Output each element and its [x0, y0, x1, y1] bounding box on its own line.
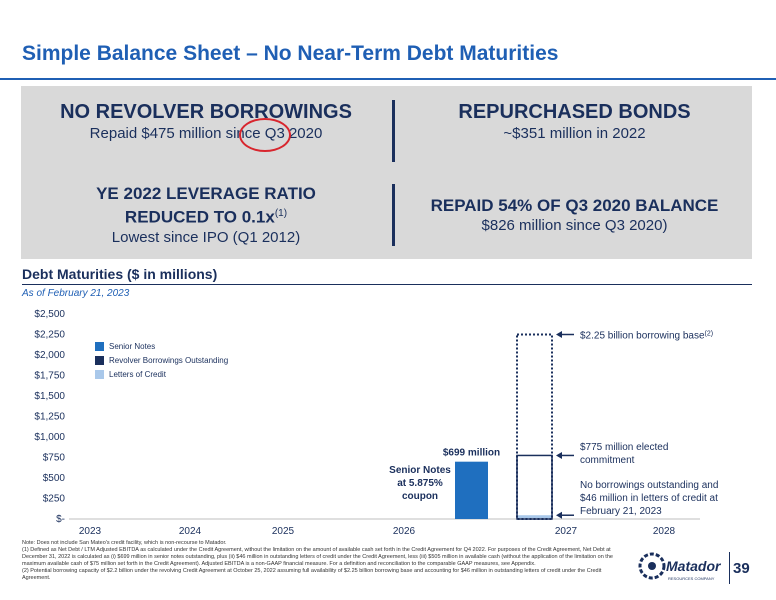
highlight-heading-line1: YE 2022 LEVERAGE RATIO	[96, 184, 316, 203]
bar-elected-commitment	[516, 454, 553, 520]
senior-notes-label: at 5.875%	[397, 478, 443, 489]
legend-item: Letters of Credit	[95, 367, 228, 381]
highlight-leverage: YE 2022 LEVERAGE RATIO REDUCED TO 0.1x(1…	[21, 184, 391, 247]
y-tick-label: $2,250	[34, 330, 65, 341]
footnote-1: (1) Defined as Net Debt / LTM Adjusted E…	[22, 547, 613, 567]
x-tick-label: 2028	[653, 526, 676, 537]
highlight-sub: ~$351 million in 2022	[503, 125, 646, 142]
page-number: 39	[733, 560, 750, 577]
elected-commitment-label: $775 million elected	[580, 442, 668, 453]
borrowing-base-label: $2.25 billion borrowing base(2)	[580, 331, 713, 342]
chart-heading-divider	[22, 284, 752, 285]
legend-swatch	[95, 369, 104, 379]
footnote-note: Note: Does not include San Mateo's credi…	[22, 540, 227, 546]
senior-notes-label: coupon	[402, 491, 438, 502]
arrow-loc-head	[556, 511, 562, 519]
x-tick-label: 2025	[272, 526, 295, 537]
panel-divider-bottom	[392, 184, 395, 246]
legend-swatch	[95, 341, 104, 351]
legend-swatch	[95, 355, 104, 365]
highlights-panel: NO REVOLVER BORROWINGS Repaid $475 milli…	[21, 86, 752, 259]
highlight-repaid: REPAID 54% OF Q3 2020 BALANCE $826 milli…	[397, 196, 752, 235]
senior-notes-label: Senior Notes	[389, 465, 451, 476]
letters-of-credit-label: February 21, 2023	[580, 506, 662, 517]
chart-heading: Debt Maturities ($ in millions)	[22, 266, 218, 282]
highlight-heading: REPAID 54% OF Q3 2020 BALANCE	[430, 196, 719, 215]
panel-divider-top	[392, 100, 395, 162]
chart-subheading: As of February 21, 2023	[22, 288, 130, 299]
bar-letters-of-credit	[518, 515, 551, 518]
y-tick-label: $2,000	[34, 350, 65, 361]
bar-senior-notes	[455, 461, 488, 519]
debt-maturities-chart: $- $250 $500 $750 $1,000 $1,250 $1,500 $1,750 $2…	[34, 309, 718, 537]
y-tick-label: $750	[43, 453, 66, 464]
footnote-ref: (1)	[274, 208, 288, 219]
highlight-heading: REPURCHASED BONDS	[458, 101, 691, 123]
page-title: Simple Balance Sheet – No Near-Term Debt…	[22, 42, 559, 65]
legend-label: Senior Notes	[109, 341, 156, 351]
legend-label: Letters of Credit	[109, 369, 166, 379]
logo-tagline: RESOURCES COMPANY	[668, 576, 715, 581]
highlight-sub: $826 million since Q3 2020)	[481, 217, 668, 234]
x-tick-label: 2023	[79, 526, 102, 537]
x-tick-label: 2027	[555, 526, 578, 537]
bar-borrowing-base	[516, 333, 553, 520]
highlight-sub: Lowest since IPO (Q1 2012)	[111, 228, 301, 246]
legend-item: Revolver Borrowings Outstanding	[95, 353, 228, 367]
letters-of-credit-label: $46 million in letters of credit at	[580, 493, 718, 504]
highlight-heading: NO REVOLVER BORROWINGS	[60, 101, 352, 123]
legend-label: Revolver Borrowings Outstanding	[109, 355, 229, 365]
y-tick-label: $2,500	[34, 309, 65, 320]
y-tick-label: $-	[56, 514, 65, 525]
y-tick-label: $250	[43, 494, 66, 505]
page-number-divider	[729, 552, 730, 584]
title-divider	[0, 78, 776, 80]
y-tick-label: $500	[43, 473, 66, 484]
logo-wordmark: Matador	[666, 558, 722, 574]
y-tick-label: $1,500	[34, 391, 65, 402]
y-tick-label: $1,250	[34, 412, 65, 423]
highlight-heading-line2: REDUCED TO 0.1x(1)	[21, 204, 391, 228]
y-tick-label: $1,000	[34, 432, 65, 443]
y-tick-label: $1,750	[34, 371, 65, 382]
leverage-ratio-text: REDUCED TO 0.1x	[124, 207, 275, 227]
matador-logo: Matador RESOURCES COMPANY	[638, 552, 722, 581]
borrowing-base-footnote-ref: (2)	[705, 331, 714, 338]
letters-of-credit-label: No borrowings outstanding and	[580, 480, 718, 491]
arrow-borrowing-base-head	[556, 331, 562, 338]
elected-commitment-label: commitment	[580, 455, 635, 466]
highlight-repurchased: REPURCHASED BONDS ~$351 million in 2022	[397, 100, 752, 143]
footnotes: Note: Does not include San Mateo's credi…	[22, 540, 627, 582]
chart-legend: Senior Notes Revolver Borrowings Outstan…	[95, 339, 228, 381]
legend-item: Senior Notes	[95, 339, 228, 353]
x-tick-label: 2026	[393, 526, 416, 537]
x-tick-label: 2024	[179, 526, 202, 537]
highlight-circle	[239, 118, 291, 152]
arrow-elected-head	[556, 451, 562, 459]
bar-value-label: $699 million	[443, 448, 500, 459]
footnote-2: (2) Potential borrowing capacity of $2.2…	[22, 568, 602, 581]
